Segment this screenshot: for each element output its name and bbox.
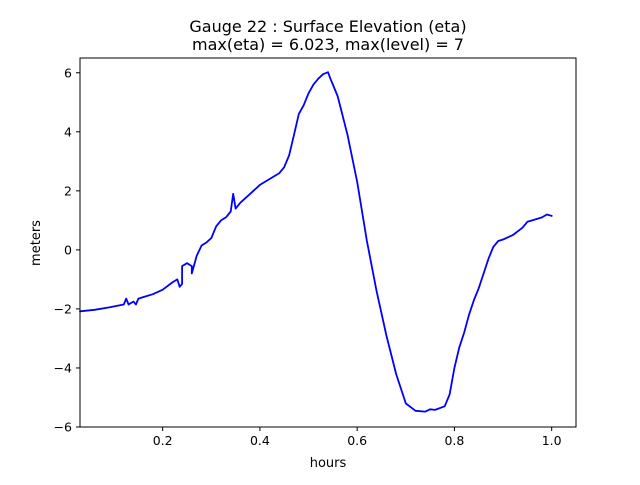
chart-title-line-2: max(eta) = 6.023, max(level) = 7	[192, 35, 464, 54]
x-axis-ticks: 0.2 0.4 0.6 0.8 1.0	[153, 427, 562, 448]
x-axis-label: hours	[310, 456, 347, 471]
y-tick-label: −4	[54, 360, 72, 375]
y-axis-label: meters	[29, 220, 44, 266]
series-line-eta	[79, 71, 553, 413]
y-axis-ticks: −6 −4 −2 0 2 4 6	[54, 65, 80, 435]
y-tick-label: 6	[64, 65, 72, 80]
plot-frame	[79, 57, 577, 428]
chart-title-line-1: Gauge 22 : Surface Elevation (eta)	[189, 17, 466, 36]
x-tick-label: 0.6	[347, 433, 367, 448]
y-tick-label: 0	[64, 242, 72, 257]
series-layer	[79, 71, 553, 413]
y-tick-label: −2	[54, 301, 72, 316]
x-tick-label: 0.4	[250, 433, 270, 448]
y-tick-label: 4	[64, 124, 72, 139]
x-tick-label: 0.8	[444, 433, 464, 448]
plot-area	[80, 58, 576, 427]
y-tick-label: −6	[54, 420, 72, 435]
y-tick-label: 2	[64, 183, 72, 198]
x-tick-label: 1.0	[542, 433, 562, 448]
x-tick-label: 0.2	[153, 433, 173, 448]
